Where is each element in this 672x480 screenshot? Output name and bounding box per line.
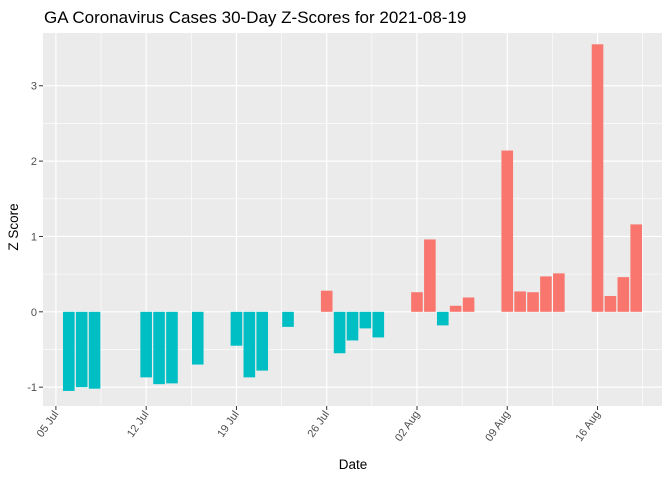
bar [359, 311, 372, 329]
x-tick-label: 26 Jul [305, 409, 332, 440]
x-axis-title: Date [339, 457, 368, 472]
bar [501, 150, 514, 312]
x-tick-label: 05 Jul [35, 409, 62, 440]
y-tick-label: -1 [27, 382, 37, 394]
bar [140, 311, 152, 378]
x-tick-label: 19 Jul [215, 409, 242, 440]
bar [166, 311, 178, 384]
bar [153, 311, 165, 385]
bar [243, 311, 256, 378]
bar [553, 273, 565, 312]
bar [372, 311, 385, 338]
bar [230, 311, 243, 346]
x-tick-label: 02 Aug [393, 409, 422, 444]
bar [75, 311, 88, 388]
bar [462, 297, 475, 312]
y-tick-label: 0 [31, 307, 37, 319]
x-tick-label: 09 Aug [483, 409, 512, 444]
bar [191, 311, 204, 365]
plot-panel [43, 33, 662, 406]
bar [346, 311, 359, 341]
chart-title: GA Coronavirus Cases 30-Day Z-Scores for… [44, 8, 466, 27]
bar [630, 224, 643, 312]
y-tick-label: 3 [31, 81, 37, 93]
bar [256, 311, 269, 371]
x-tick-label: 12 Jul [125, 409, 152, 440]
bar [527, 292, 539, 312]
bar [424, 239, 436, 312]
bar [411, 292, 423, 312]
bar [333, 311, 346, 354]
bar [62, 311, 75, 391]
bars [62, 44, 643, 391]
bar [436, 311, 449, 326]
bar [320, 290, 333, 312]
bar [282, 311, 294, 327]
x-axis: 05 Jul 12 Jul 19 Jul 26 Jul 02 Aug 09 Aug 16 A… [35, 406, 603, 444]
bar [540, 276, 552, 312]
bar [514, 291, 526, 312]
bar [591, 44, 604, 312]
y-tick-label: 2 [31, 156, 37, 168]
bar [617, 277, 630, 312]
y-axis: -1 0 1 2 3 [27, 81, 43, 394]
x-tick-label: 16 Aug [573, 409, 602, 444]
bar [604, 295, 617, 312]
y-tick-label: 1 [31, 231, 37, 243]
bar [449, 305, 462, 312]
bar [88, 311, 101, 389]
y-axis-title: Z Score [6, 203, 21, 250]
